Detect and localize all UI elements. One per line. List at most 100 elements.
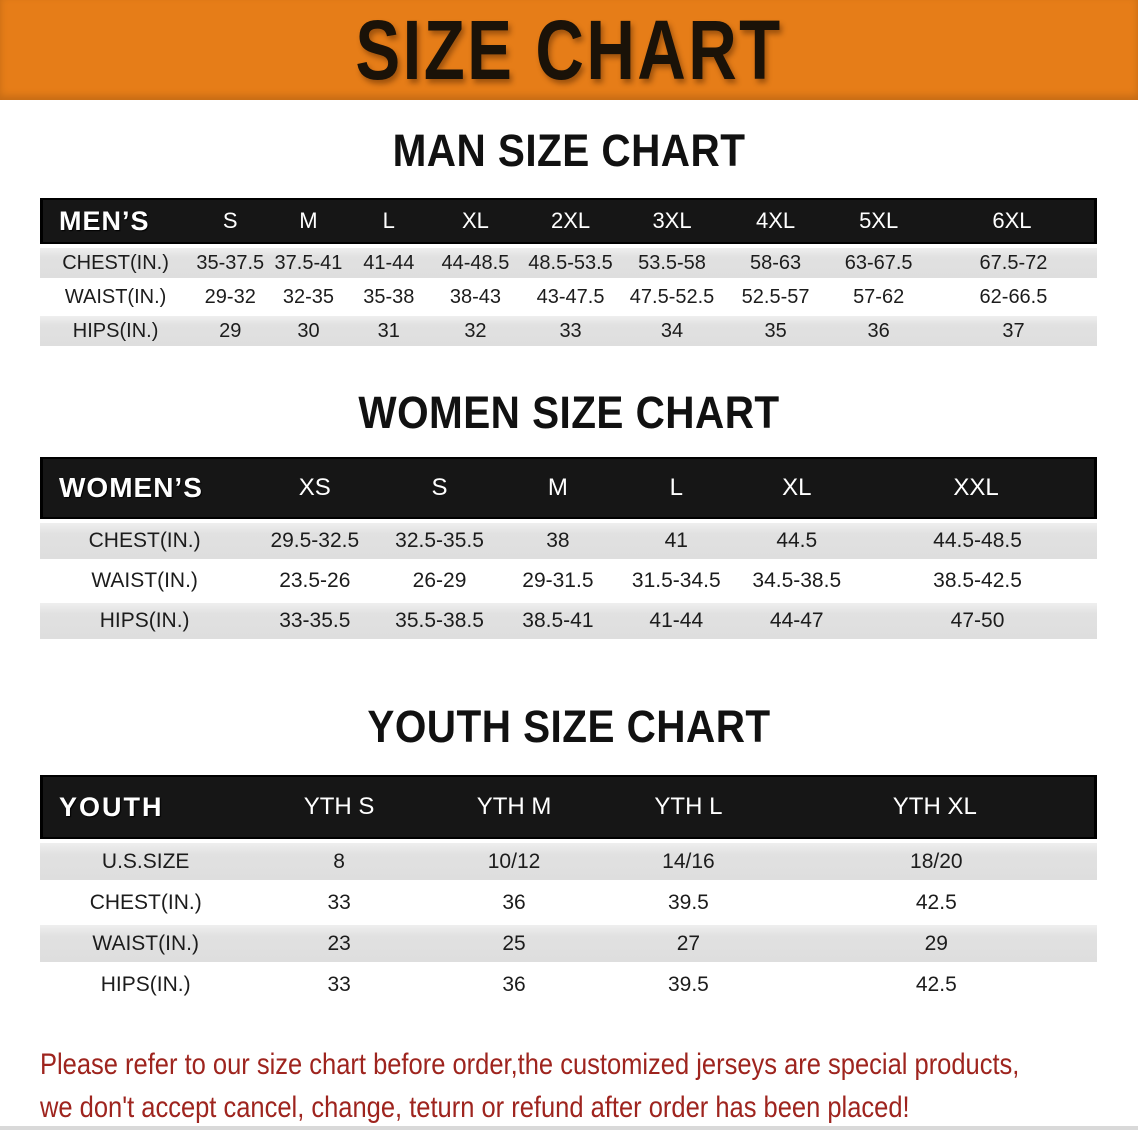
- women-row-waist-in: WAIST(IN.) 23.5-26 26-29 29-31.5 31.5-34.5 34…: [40, 563, 1097, 599]
- youth-size-cell: 42.5: [775, 884, 1097, 921]
- women-row-label-waist-in: WAIST(IN.): [40, 563, 250, 599]
- women-size-cell: 34.5-38.5: [735, 563, 859, 599]
- men-size-cell: 47.5-52.5: [620, 282, 724, 312]
- women-size-cell: 41-44: [617, 603, 736, 639]
- men-row-waist-in: WAIST(IN.) 29-32 32-35 35-38 38-43 43-47.5 47.…: [40, 282, 1097, 312]
- disclaimer-line-1: Please refer to our size chart before or…: [40, 1048, 1020, 1081]
- youth-header-cell-yth-s: YTH S: [251, 775, 427, 839]
- youth-size-cell: 36: [426, 966, 602, 1003]
- women-size-cell: 23.5-26: [249, 563, 381, 599]
- youth-size-cell: 42.5: [775, 966, 1097, 1003]
- youth-header-cell-yth-l: YTH L: [601, 775, 776, 839]
- youth-header-cell-yth-xl: YTH XL: [775, 775, 1097, 839]
- men-header-cell-men-s: MEN’S: [40, 198, 192, 244]
- women-row-label-hips-in: HIPS(IN.): [40, 603, 250, 639]
- men-size-cell: 32: [430, 316, 521, 346]
- men-size-cell: 52.5-57: [723, 282, 828, 312]
- youth-row-label-chest-in: CHEST(IN.): [40, 884, 252, 921]
- men-size-cell: 30: [269, 316, 348, 346]
- men-size-cell: 57-62: [827, 282, 930, 312]
- women-size-cell: 31.5-34.5: [617, 563, 736, 599]
- men-size-cell: 48.5-53.5: [520, 248, 621, 278]
- women-size-cell: 32.5-35.5: [380, 523, 499, 559]
- youth-size-cell: 29: [775, 925, 1097, 962]
- women-size-cell: 44.5: [735, 523, 859, 559]
- women-size-cell: 44.5-48.5: [858, 523, 1097, 559]
- women-size-cell: 29.5-32.5: [249, 523, 381, 559]
- women-row-hips-in: HIPS(IN.) 33-35.5 35.5-38.5 38.5-41 41-44 44-…: [40, 603, 1097, 639]
- youth-header-cell-youth: YOUTH: [40, 775, 252, 839]
- women-size-cell: 33-35.5: [249, 603, 381, 639]
- youth-row-u-s-size: U.S.SIZE 8 10/12 14/16 18/20: [40, 843, 1097, 880]
- women-size-cell: 47-50: [858, 603, 1097, 639]
- women-row-label-chest-in: CHEST(IN.): [40, 523, 250, 559]
- men-header-row: MEN’S S M L XL 2XL 3XL 4XL 5XL 6XL: [40, 198, 1097, 244]
- disclaimer-line-2: we don't accept cancel, change, teturn o…: [40, 1091, 910, 1124]
- men-header-cell-4xl: 4XL: [723, 198, 828, 244]
- youth-size-cell: 39.5: [601, 884, 776, 921]
- youth-row-hips-in: HIPS(IN.) 33 36 39.5 42.5: [40, 966, 1097, 1003]
- men-size-table: MEN’S S M L XL 2XL 3XL 4XL 5XL 6XL CHEST(IN.) 35-37…: [40, 194, 1097, 350]
- youth-size-cell: 33: [251, 966, 427, 1003]
- youth-header-cell-yth-m: YTH M: [426, 775, 602, 839]
- women-size-cell: 38.5-41: [498, 603, 618, 639]
- youth-row-waist-in: WAIST(IN.) 23 25 27 29: [40, 925, 1097, 962]
- women-size-cell: 29-31.5: [498, 563, 618, 599]
- men-row-label-waist-in: WAIST(IN.): [40, 282, 192, 312]
- youth-size-cell: 10/12: [426, 843, 602, 880]
- women-header-cell-m: M: [498, 457, 618, 519]
- men-size-cell: 67.5-72: [929, 248, 1097, 278]
- women-header-cell-xl: XL: [735, 457, 859, 519]
- banner-title: SIZE CHART: [355, 3, 783, 97]
- women-header-cell-s: S: [380, 457, 499, 519]
- men-size-cell: 62-66.5: [929, 282, 1097, 312]
- women-header-row: WOMEN’S XS S M L XL XXL: [40, 457, 1097, 519]
- women-size-table: WOMEN’S XS S M L XL XXL CHEST(IN.) 29.5-32.5 32.5…: [40, 453, 1097, 643]
- women-header-cell-xs: XS: [249, 457, 381, 519]
- women-row-chest-in: CHEST(IN.) 29.5-32.5 32.5-35.5 38 41 44.5 44.5…: [40, 523, 1097, 559]
- bottom-edge-strip: [0, 1126, 1138, 1130]
- women-header-cell-women-s: WOMEN’S: [40, 457, 250, 519]
- youth-row-label-u-s-size: U.S.SIZE: [40, 843, 252, 880]
- disclaimer: Please refer to our size chart before or…: [40, 1043, 1138, 1129]
- men-size-cell: 37: [929, 316, 1097, 346]
- men-size-cell: 31: [347, 316, 430, 346]
- men-row-label-chest-in: CHEST(IN.): [40, 248, 192, 278]
- men-section: MAN SIZE CHART MEN’S S M L XL 2XL 3XL 4XL 5XL 6XL C…: [0, 125, 1138, 350]
- women-size-cell: 26-29: [380, 563, 499, 599]
- youth-size-cell: 36: [426, 884, 602, 921]
- women-section: WOMEN SIZE CHART WOMEN’S XS S M L XL XXL CHEST(I…: [0, 387, 1138, 643]
- men-size-cell: 43-47.5: [520, 282, 621, 312]
- men-size-cell: 35-38: [347, 282, 430, 312]
- youth-size-cell: 14/16: [601, 843, 776, 880]
- youth-size-cell: 39.5: [601, 966, 776, 1003]
- men-size-cell: 29: [191, 316, 270, 346]
- men-row-hips-in: HIPS(IN.) 29 30 31 32 33 34 35 36 37: [40, 316, 1097, 346]
- women-size-cell: 38: [498, 523, 618, 559]
- men-header-cell-l: L: [347, 198, 430, 244]
- youth-size-cell: 18/20: [775, 843, 1097, 880]
- men-size-cell: 58-63: [723, 248, 828, 278]
- men-size-cell: 63-67.5: [827, 248, 930, 278]
- youth-size-cell: 25: [426, 925, 602, 962]
- women-size-cell: 35.5-38.5: [380, 603, 499, 639]
- men-header-cell-3xl: 3XL: [620, 198, 724, 244]
- women-header-cell-l: L: [617, 457, 736, 519]
- youth-row-chest-in: CHEST(IN.) 33 36 39.5 42.5: [40, 884, 1097, 921]
- women-section-heading: WOMEN SIZE CHART: [358, 387, 780, 438]
- youth-header-row: YOUTH YTH S YTH M YTH L YTH XL: [40, 775, 1097, 839]
- women-size-cell: 41: [617, 523, 736, 559]
- women-size-cell: 44-47: [735, 603, 859, 639]
- youth-size-cell: 8: [251, 843, 427, 880]
- men-header-cell-5xl: 5XL: [827, 198, 930, 244]
- men-size-cell: 53.5-58: [620, 248, 724, 278]
- men-row-chest-in: CHEST(IN.) 35-37.5 37.5-41 41-44 44-48.5 48.5…: [40, 248, 1097, 278]
- men-header-cell-xl: XL: [430, 198, 521, 244]
- men-row-label-hips-in: HIPS(IN.): [40, 316, 192, 346]
- youth-size-cell: 33: [251, 884, 427, 921]
- size-chart-sections: MAN SIZE CHART MEN’S S M L XL 2XL 3XL 4XL 5XL 6XL C…: [0, 125, 1138, 1007]
- youth-size-cell: 27: [601, 925, 776, 962]
- men-header-cell-6xl: 6XL: [929, 198, 1097, 244]
- men-size-cell: 44-48.5: [430, 248, 521, 278]
- men-size-cell: 29-32: [191, 282, 270, 312]
